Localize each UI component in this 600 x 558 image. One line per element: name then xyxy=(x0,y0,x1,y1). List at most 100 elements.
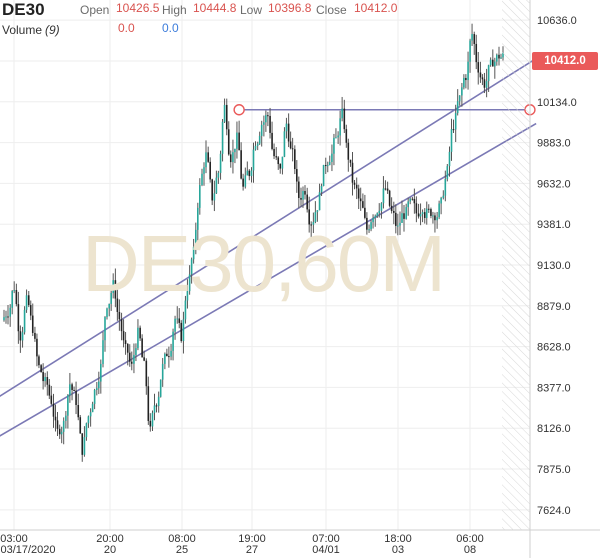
x-tick-time: 06:00 xyxy=(456,533,484,545)
candle-body xyxy=(252,149,255,171)
candle-body xyxy=(176,318,179,320)
candle-body xyxy=(337,135,339,138)
candle-body xyxy=(3,317,5,321)
candle-body xyxy=(442,195,445,198)
candle-body xyxy=(67,395,69,416)
candle-body xyxy=(395,212,397,226)
y-tick-label: 7624.0 xyxy=(537,505,571,517)
candle-body xyxy=(190,259,193,275)
candle-body xyxy=(485,81,488,88)
x-tick-date: 03/17/2020 xyxy=(0,544,55,556)
candle-body xyxy=(46,377,49,385)
candle-body xyxy=(393,210,395,213)
candle-body xyxy=(100,363,102,382)
candle-body xyxy=(324,165,327,167)
y-tick-label: 9381.0 xyxy=(537,219,571,231)
trendline[interactable] xyxy=(0,57,537,472)
candle-body xyxy=(36,338,38,357)
candle-body xyxy=(102,340,104,364)
candle-body xyxy=(31,315,34,333)
candle-body xyxy=(471,34,473,41)
candle-body xyxy=(294,149,296,170)
candle-body xyxy=(254,145,257,150)
candle-body xyxy=(461,87,463,96)
candle-body xyxy=(157,396,160,407)
candle-body xyxy=(40,365,42,373)
candle-body xyxy=(71,384,73,390)
candle-body xyxy=(326,164,329,167)
candle-body xyxy=(104,317,106,341)
candle-body xyxy=(419,214,422,217)
candle-body xyxy=(188,274,191,292)
candle-body xyxy=(302,190,304,200)
candle-body xyxy=(25,295,28,310)
candle-body xyxy=(417,213,420,217)
candle-body xyxy=(9,307,11,317)
candle-body xyxy=(425,208,428,218)
candle-body xyxy=(192,246,195,260)
candle-body xyxy=(186,291,189,301)
candle-body xyxy=(331,153,333,163)
volume-label: Volume xyxy=(2,23,43,37)
candle-body xyxy=(401,213,403,223)
candle-body xyxy=(118,311,121,320)
trendline-handle[interactable] xyxy=(233,104,245,116)
trendline[interactable] xyxy=(0,122,537,506)
y-tick-label: 8377.0 xyxy=(537,382,571,394)
candle-body xyxy=(335,137,337,139)
candle-body xyxy=(479,72,482,78)
candle-body xyxy=(27,295,30,306)
candle-body xyxy=(147,386,150,421)
candle-body xyxy=(42,372,44,382)
candle-body xyxy=(345,129,348,143)
candle-body xyxy=(366,217,368,230)
candle-body xyxy=(79,417,82,434)
candle-body xyxy=(263,122,265,125)
candle-body xyxy=(48,384,51,396)
x-tick-date: 25 xyxy=(176,544,188,556)
candle-body xyxy=(246,170,249,176)
candle-body xyxy=(312,221,315,225)
candle-body xyxy=(203,167,205,174)
candle-body xyxy=(89,412,92,417)
candle-body xyxy=(413,199,416,204)
candle-body xyxy=(298,181,300,198)
high-label: High xyxy=(162,3,187,17)
candle-body xyxy=(126,343,129,353)
y-tick-label: 9130.0 xyxy=(537,260,571,272)
candle-body xyxy=(434,215,436,221)
candle-body xyxy=(155,405,158,407)
candle-body xyxy=(430,209,432,216)
candle-body xyxy=(120,319,123,332)
candle-body xyxy=(161,363,164,380)
candle-body xyxy=(279,164,282,169)
candle-body xyxy=(436,217,438,221)
candle-body xyxy=(240,150,242,179)
candle-body xyxy=(60,431,63,435)
y-tick-label: 8126.0 xyxy=(537,423,571,435)
candle-body xyxy=(267,115,269,117)
candle-body xyxy=(34,332,36,339)
x-tick-time: 18:00 xyxy=(384,533,412,545)
candle-body xyxy=(137,327,139,349)
candle-body xyxy=(248,170,251,177)
x-tick-time: 03:00 xyxy=(0,533,28,545)
candle-body xyxy=(112,280,114,293)
candle-body xyxy=(21,332,24,341)
candle-body xyxy=(296,169,298,182)
candle-body xyxy=(333,137,335,154)
candle-body xyxy=(168,356,170,358)
volume-value-2: 0.0 xyxy=(162,21,179,35)
y-tick-label: 9632.0 xyxy=(537,178,571,190)
candle-body xyxy=(180,322,183,341)
candle-body xyxy=(52,403,55,417)
candle-body xyxy=(227,129,230,155)
candle-body xyxy=(351,162,354,183)
candle-body xyxy=(322,165,325,186)
candle-body xyxy=(368,229,370,231)
close-label: Close xyxy=(316,3,347,17)
candle-body xyxy=(492,59,494,67)
candle-body xyxy=(409,198,411,202)
candle-body xyxy=(238,132,240,151)
